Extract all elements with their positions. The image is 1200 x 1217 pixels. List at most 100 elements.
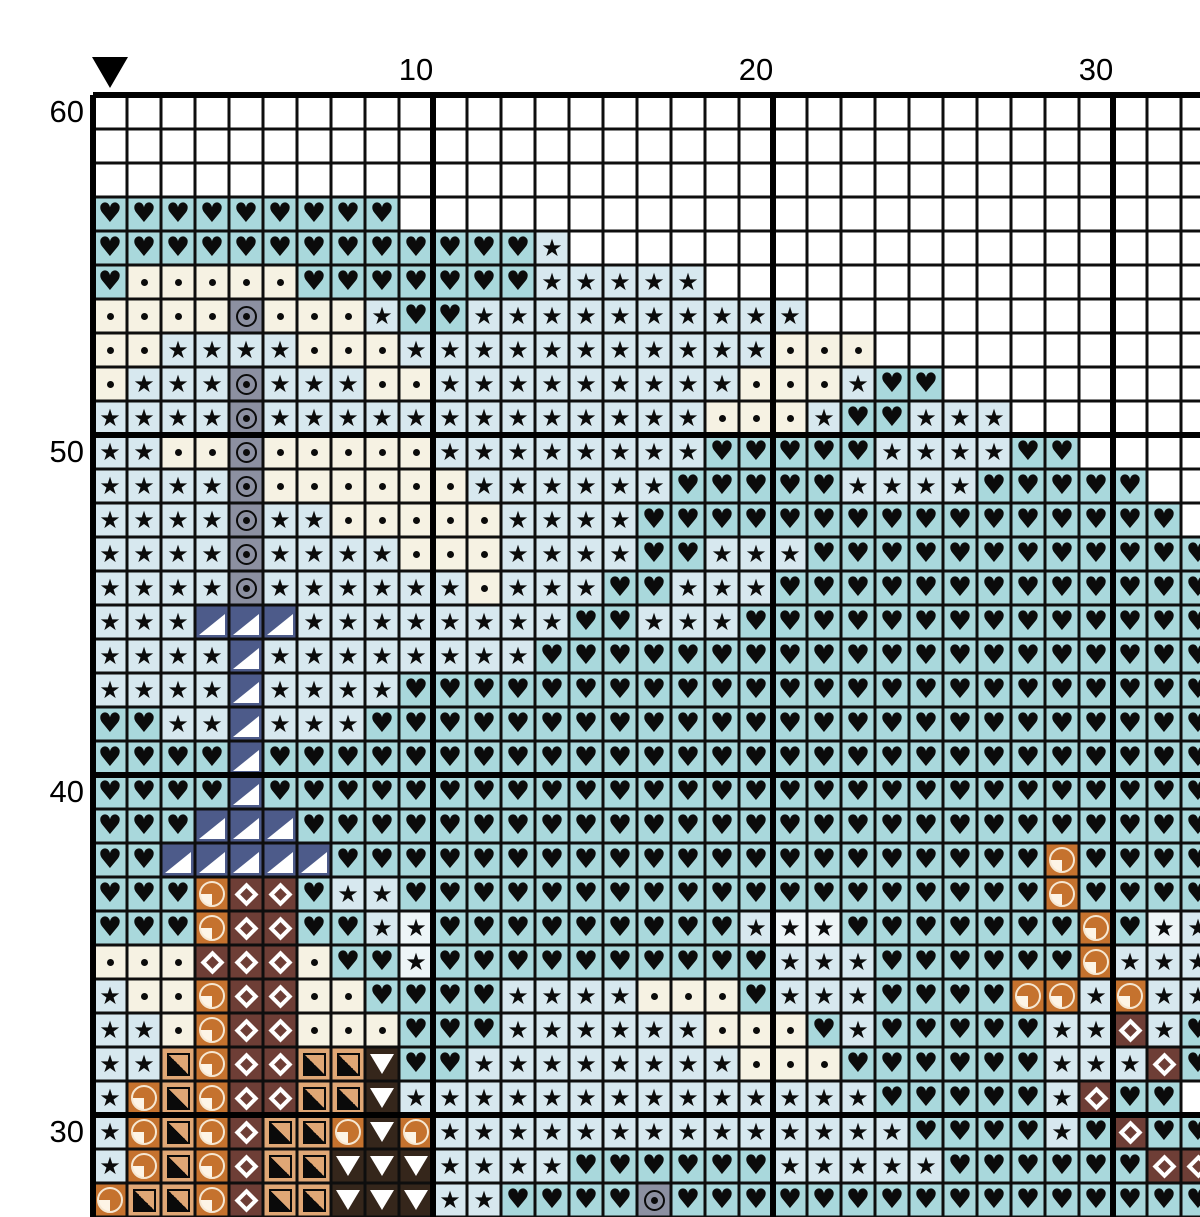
row-number-label: 30 xyxy=(49,1114,84,1149)
heart-icon xyxy=(336,809,360,843)
stitch-cell-blue-star xyxy=(161,639,195,673)
stitch-cell-teal-heart xyxy=(773,673,807,707)
stitch-cell-teal-heart xyxy=(1011,435,1045,469)
heart-icon xyxy=(608,877,632,911)
stitch-cell-teal-heart xyxy=(1113,741,1147,775)
heart-icon xyxy=(1118,1081,1142,1115)
stitch-cell-teal-heart xyxy=(875,673,909,707)
stitch-cell-teal-heart xyxy=(637,843,671,877)
stitch-cell-teal-heart xyxy=(875,401,909,435)
stitch-cell-teal-heart xyxy=(1147,503,1181,537)
dot-icon xyxy=(786,414,794,422)
stitch-cell-cream-dot xyxy=(399,367,433,401)
heart-icon xyxy=(812,537,836,571)
stitch-cell-cream-dot xyxy=(399,503,433,537)
heart-icon xyxy=(472,775,496,809)
heart-icon xyxy=(1186,639,1200,673)
stitch-cell-teal-heart xyxy=(1011,503,1045,537)
stitch-cell-white-empty xyxy=(1181,197,1200,231)
stitch-cell-cream-dot xyxy=(127,979,161,1013)
heart-icon xyxy=(948,503,972,537)
star-icon xyxy=(439,333,461,367)
dot-icon xyxy=(378,482,386,490)
heart-icon xyxy=(472,877,496,911)
stitch-cell-cream-dot xyxy=(127,333,161,367)
heart-icon xyxy=(438,809,462,843)
stitch-cell-white-empty xyxy=(433,163,467,197)
pattern-row-42 xyxy=(93,707,1200,741)
stitch-cell-blue-star xyxy=(909,401,943,435)
stitch-cell-white-empty xyxy=(875,265,909,299)
star-icon xyxy=(337,605,359,639)
stitch-cell-teal-heart xyxy=(841,877,875,911)
stitch-cell-cream-dot xyxy=(807,1047,841,1081)
stitch-cell-teal-heart xyxy=(1181,673,1200,707)
star-icon xyxy=(133,673,155,707)
stitch-cell-white-empty xyxy=(1147,435,1181,469)
heart-icon xyxy=(914,673,938,707)
stitch-cell-white-empty xyxy=(739,163,773,197)
heart-icon xyxy=(710,809,734,843)
heart-icon xyxy=(1186,1115,1200,1149)
pattern-row-60 xyxy=(93,95,1200,129)
stitch-cell-white-empty xyxy=(909,197,943,231)
dot-icon xyxy=(718,414,726,422)
pattern-row-58 xyxy=(93,163,1200,197)
stitch-cell-blue-star xyxy=(807,945,841,979)
star-icon xyxy=(371,673,393,707)
stitch-cell-blue-star xyxy=(161,503,195,537)
stitch-cell-teal-heart xyxy=(603,1149,637,1183)
heart-icon xyxy=(880,673,904,707)
star-icon xyxy=(133,571,155,605)
dot-icon xyxy=(344,448,352,456)
heart-icon xyxy=(132,775,156,809)
stitch-cell-teal-heart xyxy=(807,775,841,809)
star-icon xyxy=(473,1115,495,1149)
thick-grid-line-horizontal xyxy=(93,432,1200,438)
star-icon xyxy=(643,1013,665,1047)
stitch-cell-teal-heart xyxy=(569,945,603,979)
heart-icon xyxy=(948,1183,972,1217)
pattern-row-56 xyxy=(93,231,1200,265)
stitch-cell-blue-star xyxy=(773,1149,807,1183)
stitch-cell-white-empty xyxy=(739,231,773,265)
star-icon xyxy=(915,1149,937,1183)
triangle-br-icon xyxy=(165,852,191,873)
stitch-cell-white-empty xyxy=(603,197,637,231)
pattern-row-32 xyxy=(93,1047,1200,1081)
heart-icon xyxy=(778,605,802,639)
stitch-cell-white-empty xyxy=(671,163,705,197)
stitch-cell-blue-star xyxy=(297,605,331,639)
stitch-cell-blue-star xyxy=(501,503,535,537)
stitch-cell-blue-star xyxy=(263,367,297,401)
stitch-cell-teal-heart xyxy=(399,1013,433,1047)
stitch-cell-cream-dot xyxy=(705,401,739,435)
stitch-cell-blue-star xyxy=(603,537,637,571)
stitch-cell-blue-star xyxy=(127,673,161,707)
star-icon xyxy=(473,299,495,333)
heart-icon xyxy=(676,537,700,571)
star-icon xyxy=(677,1047,699,1081)
heart-icon xyxy=(744,707,768,741)
stitch-cell-blue-star xyxy=(603,1047,637,1081)
heart-icon xyxy=(812,843,836,877)
heart-icon xyxy=(166,231,190,265)
star-icon xyxy=(303,605,325,639)
bullseye-icon xyxy=(235,373,257,395)
star-icon xyxy=(745,299,767,333)
stitch-cell-teal-heart xyxy=(637,945,671,979)
stitch-cell-teal-heart xyxy=(943,979,977,1013)
stitch-cell-teal-heart xyxy=(705,809,739,843)
stitch-cell-cream-dot xyxy=(365,333,399,367)
heart-icon xyxy=(506,741,530,775)
stitch-cell-blue-star xyxy=(297,707,331,741)
stitch-cell-tan-half-square xyxy=(161,1081,195,1115)
stitch-cell-white-empty xyxy=(1011,129,1045,163)
stitch-cell-blue-star xyxy=(569,435,603,469)
star-icon xyxy=(507,537,529,571)
diamond-icon xyxy=(1083,1085,1109,1111)
stitch-cell-white-empty xyxy=(909,95,943,129)
stitch-cell-blue-star xyxy=(331,537,365,571)
star-icon xyxy=(405,401,427,435)
